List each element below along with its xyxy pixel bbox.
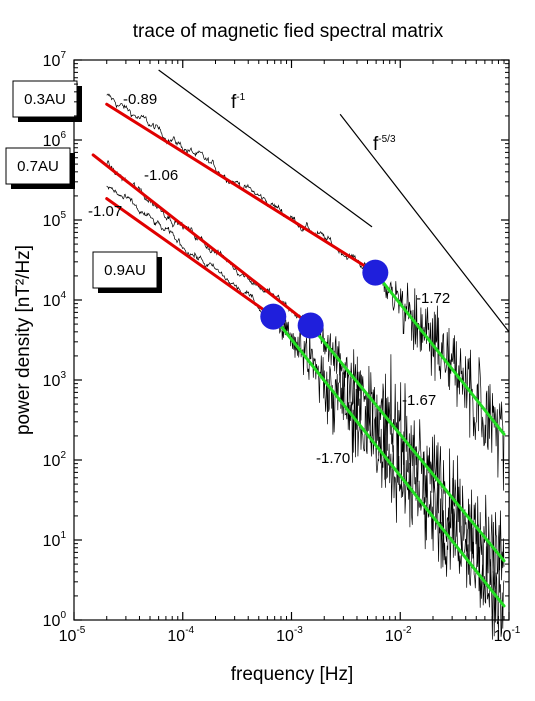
y-tick-label: 102 <box>43 450 67 470</box>
reference-slope-line <box>339 113 510 333</box>
axes: 10-5 10-4 10-3 10-2 10-1 100 101 102 103 104 105 10… <box>43 50 521 645</box>
chart-title: trace of magnetic fied spectral matrix <box>133 21 444 42</box>
x-tick-label: 10-5 <box>59 625 86 645</box>
x-tick-label: 10-4 <box>167 625 194 645</box>
series-label: 0.7AU <box>17 158 59 175</box>
y-tick-label: 103 <box>43 370 67 390</box>
fit-line-0.3AU--0.89 <box>105 102 377 275</box>
y-tick-label: 101 <box>43 530 67 550</box>
legend-box <box>92 251 158 289</box>
y-tick-label: 107 <box>43 50 67 70</box>
data-layer: f-1 f-5/3 -0.89 -1.72 -1.06 -1.67 -1.07 -1.70 0.… <box>5 69 510 640</box>
x-axis-title: frequency [Hz] <box>231 664 354 685</box>
fit-line-0.7AU--1.67 <box>309 324 506 563</box>
x-tick-label: 10-1 <box>494 625 521 645</box>
slope-label: -0.89 <box>123 91 157 108</box>
spectrum-trace-0.9AU <box>106 185 505 640</box>
slope-label: -1.67 <box>402 392 436 409</box>
breakpoint-marker-0.9AU <box>260 303 287 330</box>
reference-slope-line <box>158 69 373 228</box>
fit-line-0.7AU--1.06 <box>91 153 313 328</box>
series-label: 0.3AU <box>24 91 66 108</box>
breakpoint-marker-0.7AU <box>297 312 324 339</box>
x-tick-label: 10-2 <box>385 625 412 645</box>
reference-label-f-1: f-1 <box>231 92 246 113</box>
y-tick-label: 106 <box>43 130 67 150</box>
reference-label-f-5-3: f-5/3 <box>373 134 396 155</box>
slope-label: -1.07 <box>88 203 122 220</box>
fit-line-0.9AU--1.07 <box>105 197 275 319</box>
y-tick-label: 100 <box>43 610 67 630</box>
y-tick-label: 105 <box>43 210 67 230</box>
y-axis-title: power density [nT²/Hz] <box>13 245 34 435</box>
breakpoint-marker-0.3AU <box>362 259 389 286</box>
slope-label: -1.06 <box>144 167 178 184</box>
slope-label: -1.70 <box>316 450 350 467</box>
fit-line-0.3AU--1.72 <box>373 271 506 436</box>
slope-label: -1.72 <box>416 290 450 307</box>
legend-box <box>5 147 71 185</box>
spectrum-trace-0.3AU <box>106 93 505 491</box>
spectrum-trace-0.7AU <box>106 160 505 590</box>
series-label: 0.9AU <box>104 262 146 279</box>
fit-line-0.9AU--1.70 <box>271 315 506 608</box>
x-tick-label: 10-3 <box>276 625 303 645</box>
y-tick-label: 104 <box>43 290 67 310</box>
legend-box <box>12 80 78 118</box>
